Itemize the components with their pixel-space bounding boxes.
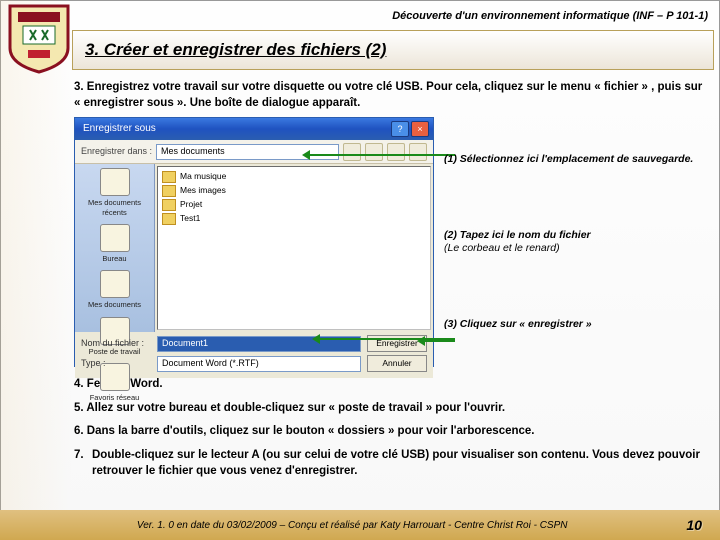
back-icon[interactable] [343, 143, 361, 161]
help-button[interactable]: ? [391, 121, 409, 137]
left-margin-stripe [0, 0, 72, 510]
list-item: Test1 [162, 213, 426, 225]
close-button[interactable]: × [411, 121, 429, 137]
instruction-4: 4. Fermez Word. [74, 377, 710, 393]
arrow-1 [305, 154, 455, 156]
dialog-body: Mes documents récents Bureau Mes documen… [75, 164, 433, 332]
newfolder-icon[interactable] [387, 143, 405, 161]
folder-icon [162, 213, 176, 225]
instruction-7: 7. Double-cliquez sur le lecteur A (ou s… [74, 448, 710, 480]
step-text: Enregistrez votre travail sur votre disq… [74, 81, 702, 109]
filetype-label: Type : [81, 357, 151, 369]
instruction-3: 3. Enregistrez votre travail sur votre d… [74, 80, 710, 111]
document-title: Découverte d'un environnement informatiq… [392, 10, 708, 22]
instruction-5: 5. Allez sur votre bureau et double-cliq… [74, 401, 710, 417]
cancel-button[interactable]: Annuler [367, 355, 427, 372]
up-icon[interactable] [365, 143, 383, 161]
folder-icon [162, 171, 176, 183]
footer-text: Ver. 1. 0 en date du 03/02/2009 – Conçu … [18, 520, 686, 531]
sidebar-recent[interactable]: Mes documents récents [77, 168, 152, 218]
file-list[interactable]: Ma musique Mes images Projet Test1 [157, 166, 431, 330]
views-icon[interactable] [409, 143, 427, 161]
save-in-label: Enregistrer dans : [81, 145, 152, 157]
instruction-6: 6. Dans la barre d'outils, cliquez sur l… [74, 424, 710, 440]
save-in-dropdown[interactable]: Mes documents [156, 144, 339, 160]
arrow-3 [420, 340, 455, 342]
places-sidebar: Mes documents récents Bureau Mes documen… [75, 164, 155, 332]
school-logo [8, 4, 70, 74]
content-area: 3. Enregistrez votre travail sur votre d… [74, 80, 710, 504]
sidebar-desktop[interactable]: Bureau [77, 224, 152, 264]
header: Découverte d'un environnement informatiq… [0, 0, 720, 28]
folder-icon [162, 199, 176, 211]
list-item: Projet [162, 199, 426, 211]
filename-label: Nom du fichier : [81, 337, 151, 349]
callout-1: (1) Sélectionnez ici l'emplacement de sa… [444, 153, 710, 166]
filetype-dropdown[interactable]: Document Word (*.RTF) [157, 356, 361, 372]
footer-bar: Ver. 1. 0 en date du 03/02/2009 – Conçu … [0, 510, 720, 540]
save-in-value: Mes documents [161, 145, 225, 157]
step-number: 3. [74, 81, 84, 93]
dialog-title: Enregistrer sous [79, 122, 391, 136]
folder-icon [162, 185, 176, 197]
list-item: Mes images [162, 185, 426, 197]
window-buttons: ? × [391, 121, 429, 137]
section-title: 3. Créer et enregistrer des fichiers (2) [85, 40, 386, 60]
page-number: 10 [686, 517, 702, 533]
dialog-titlebar: Enregistrer sous ? × [75, 118, 433, 140]
list-item: Ma musique [162, 171, 426, 183]
section-heading-bar: 3. Créer et enregistrer des fichiers (2) [72, 30, 714, 70]
callouts: (1) Sélectionnez ici l'emplacement de sa… [444, 117, 710, 367]
dialog-toolbar: Enregistrer dans : Mes documents [75, 140, 433, 164]
callout-3: (3) Cliquez sur « enregistrer » [444, 318, 710, 331]
save-as-dialog: Enregistrer sous ? × Enregistrer dans : … [74, 117, 434, 367]
sidebar-mydocs[interactable]: Mes documents [77, 270, 152, 310]
callout-2: (2) Tapez ici le nom du fichier (Le corb… [444, 229, 710, 255]
dialog-illustration-row: Enregistrer sous ? × Enregistrer dans : … [74, 117, 710, 367]
